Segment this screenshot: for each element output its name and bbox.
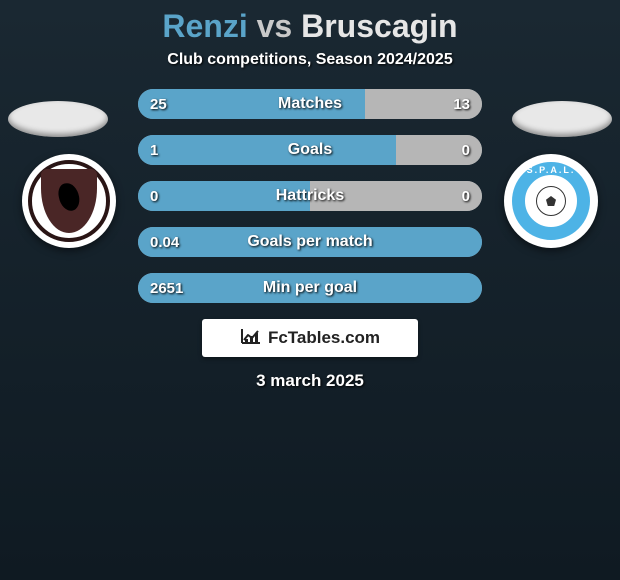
stat-label: Min per goal <box>138 273 482 303</box>
source-badge[interactable]: FcTables.com <box>202 319 418 357</box>
team-left-logo-ring <box>28 160 110 242</box>
stat-label: Goals <box>138 135 482 165</box>
stat-row: 2513Matches <box>138 89 482 119</box>
stat-row: 10Goals <box>138 135 482 165</box>
team-left-shield-icon <box>41 169 97 233</box>
stat-label: Goals per match <box>138 227 482 257</box>
left-accent-ellipse <box>8 101 108 137</box>
page-title: Renzi vs Bruscagin <box>0 8 620 45</box>
stat-row: 0.04Goals per match <box>138 227 482 257</box>
stat-label: Hattricks <box>138 181 482 211</box>
title-vs: vs <box>257 8 301 44</box>
source-badge-text: FcTables.com <box>268 328 380 348</box>
team-left-logo <box>22 154 116 248</box>
team-right-logo-outer: S.P.A.L. <box>504 154 598 248</box>
team-right-logo-text: S.P.A.L. <box>525 165 577 175</box>
team-right-logo-ring: S.P.A.L. <box>512 162 590 240</box>
stat-bars: 2513Matches 10Goals 00Hattricks 0.04Goals p… <box>138 89 482 303</box>
team-right-logo: S.P.A.L. <box>504 154 598 248</box>
subtitle: Club competitions, Season 2024/2025 <box>0 51 620 69</box>
comparison-widget: Renzi vs Bruscagin Club competitions, Se… <box>0 0 620 391</box>
stat-label: Matches <box>138 89 482 119</box>
title-left: Renzi <box>162 8 247 44</box>
ball-icon <box>536 186 566 216</box>
main-area: S.P.A.L. 2513Matches 10Goals 00Hattricks 0.… <box>0 89 620 391</box>
date-label: 3 march 2025 <box>0 371 620 391</box>
stat-row: 00Hattricks <box>138 181 482 211</box>
stat-row: 2651Min per goal <box>138 273 482 303</box>
title-right: Bruscagin <box>301 8 457 44</box>
chart-icon <box>240 327 262 350</box>
right-accent-ellipse <box>512 101 612 137</box>
